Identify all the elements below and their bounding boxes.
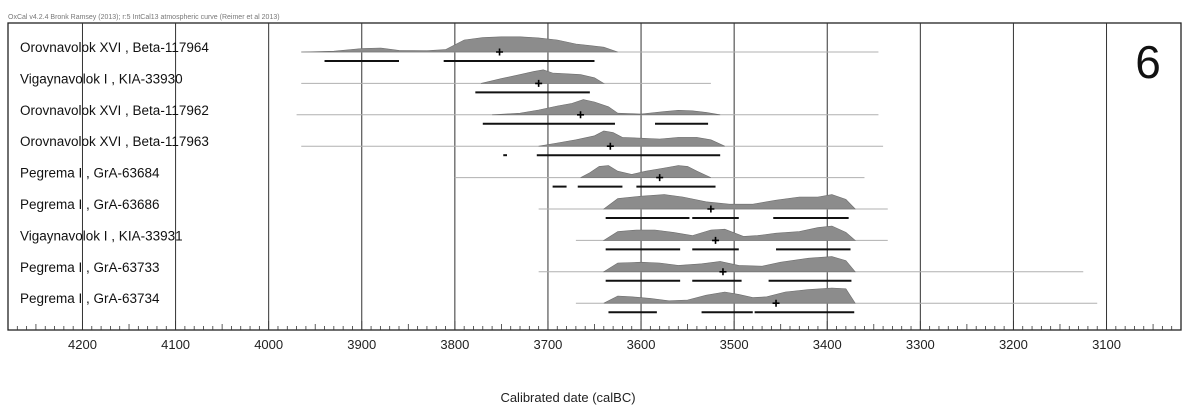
probability-distribution xyxy=(602,194,856,210)
probability-distribution xyxy=(480,69,605,84)
sample-rows: Orovnavolok XVI , Beta-117964 Vigaynavolo… xyxy=(20,36,1098,314)
grid-lines xyxy=(81,23,1108,330)
sample-row: Orovnavolok XVI , Beta-117963 xyxy=(20,130,884,157)
x-tick-label: 4100 xyxy=(161,337,190,352)
x-tick-label: 4200 xyxy=(68,337,97,352)
probability-distribution xyxy=(538,130,725,147)
sample-label: Orovnavolok XVI , Beta-117964 xyxy=(20,40,209,55)
x-tick-label: 3600 xyxy=(627,337,656,352)
median-marker xyxy=(606,142,614,150)
sample-row: Vigaynavolok I , KIA-33931 xyxy=(20,225,888,251)
probability-distribution xyxy=(301,36,618,53)
probability-distribution xyxy=(602,256,856,273)
sample-row: Vigaynavolok I , KIA-33930 xyxy=(20,69,711,94)
median-marker xyxy=(772,299,780,307)
sample-label: Pegrema I , GrA-63734 xyxy=(20,291,160,306)
sample-label: Pegrema I , GrA-63686 xyxy=(20,197,160,212)
sample-label: Orovnavolok XVI , Beta-117963 xyxy=(20,134,209,149)
x-tick-label: 3400 xyxy=(813,337,842,352)
probability-distribution xyxy=(492,99,721,116)
sample-row: Pegrema I , GrA-63734 xyxy=(20,287,1098,314)
sample-row: Orovnavolok XVI , Beta-117964 xyxy=(20,36,879,62)
probability-distribution xyxy=(580,165,712,178)
x-tick-label: 4000 xyxy=(254,337,283,352)
x-axis-tick-labels: 4200 4100 4000 3900 3800 3700 3600 3500 3400 3300… xyxy=(68,337,1121,352)
median-marker xyxy=(656,174,664,182)
sample-row: Pegrema I , GrA-63733 xyxy=(20,256,1084,282)
x-tick-label: 3700 xyxy=(533,337,562,352)
median-marker xyxy=(712,236,720,244)
probability-distribution xyxy=(603,287,856,304)
panel-number: 6 xyxy=(1135,36,1161,88)
x-tick-label: 3300 xyxy=(906,337,935,352)
software-credit: OxCal v4.2.4 Bronk Ramsey (2013); r:5 In… xyxy=(8,14,280,21)
sample-label: Vigaynavolok I , KIA-33930 xyxy=(20,71,183,86)
sample-label: Orovnavolok XVI , Beta-117962 xyxy=(20,103,209,118)
median-marker xyxy=(535,79,543,87)
sample-row: Orovnavolok XVI , Beta-117962 xyxy=(20,99,879,125)
sample-label: Pegrema I , GrA-63733 xyxy=(20,260,160,275)
sample-label: Pegrema I , GrA-63684 xyxy=(20,166,160,181)
x-tick-label: 3100 xyxy=(1092,337,1121,352)
x-tick-label: 3200 xyxy=(999,337,1028,352)
x-tick-label: 3500 xyxy=(720,337,749,352)
median-marker xyxy=(577,111,585,119)
probability-distribution xyxy=(602,225,857,241)
x-tick-label: 3900 xyxy=(347,337,376,352)
median-marker xyxy=(707,205,715,213)
median-marker xyxy=(719,268,727,276)
x-axis-title: Calibrated date (calBC) xyxy=(500,390,635,405)
median-marker xyxy=(496,48,504,56)
x-tick-label: 3800 xyxy=(440,337,469,352)
sample-row: Pegrema I , GrA-63684 xyxy=(20,165,865,188)
x-axis-ticks xyxy=(16,321,1173,330)
sample-label: Vigaynavolok I , KIA-33931 xyxy=(20,228,183,243)
sample-row: Pegrema I , GrA-63686 xyxy=(20,194,888,219)
